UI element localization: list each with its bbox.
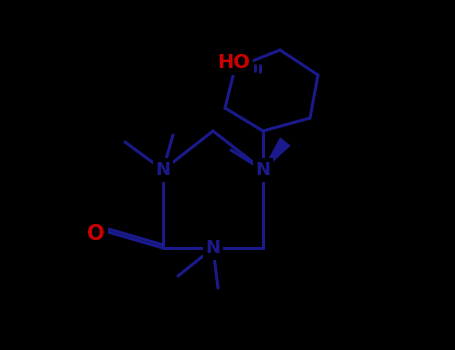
Text: N: N: [156, 161, 171, 179]
Text: N: N: [256, 161, 271, 179]
Text: N: N: [206, 239, 221, 257]
Text: HO: HO: [217, 54, 250, 72]
Polygon shape: [263, 138, 290, 170]
Text: O: O: [87, 224, 105, 244]
